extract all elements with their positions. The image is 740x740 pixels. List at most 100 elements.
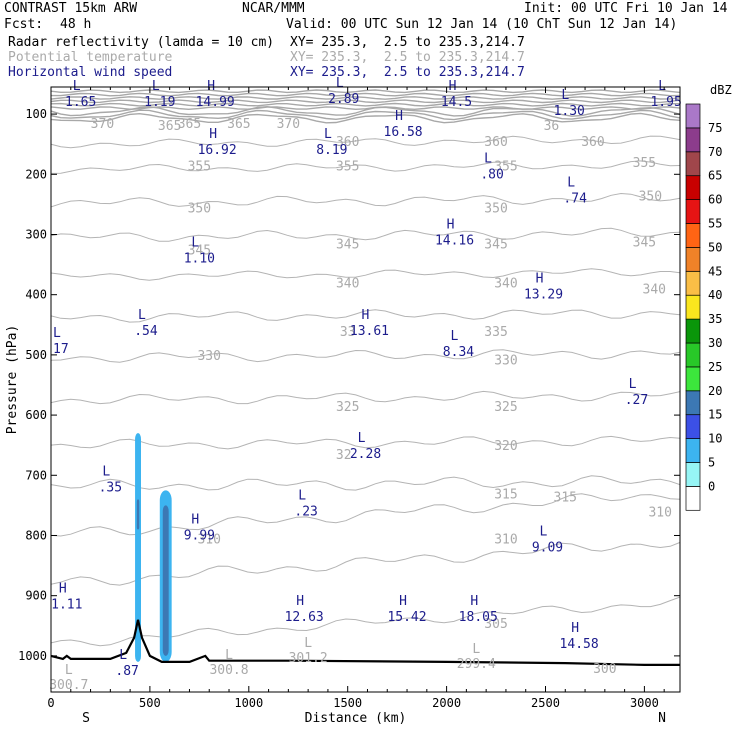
colorbar-swatch (685, 390, 701, 416)
wind-extremum-letter: H (395, 109, 403, 124)
wind-extremum-value: 17 (53, 342, 69, 357)
init-time: Init: 00 UTC Fri 10 Jan 14 (524, 1, 728, 16)
theta-contour-line (51, 105, 680, 117)
theta-contour-label: 315 (554, 490, 577, 505)
field-reflectivity-xy: XY= 235.3, 2.5 to 235.3,214.7 (290, 35, 525, 50)
wind-extremum-letter: L (298, 488, 306, 503)
stratosphere-band (51, 89, 680, 124)
wind-extremum-letter: L (191, 236, 199, 251)
theta-contour-label: 355 (336, 159, 359, 174)
wind-extremum-letter: L (119, 648, 127, 663)
theta-contour-label: 370 (277, 117, 300, 132)
theta-contour-line (51, 92, 680, 97)
wind-extremum-value: 1.10 (184, 252, 215, 267)
wind-extremum-value: 16.92 (198, 143, 237, 158)
theta-contour-label: 345 (633, 236, 656, 251)
colorbar-swatch (685, 318, 701, 344)
wind-extremum-letter: H (362, 308, 370, 323)
plot-frame (50, 86, 681, 693)
y-tick-label: 400 (25, 288, 47, 302)
colorbar-swatch (685, 270, 701, 296)
theta-contour-label: 320 (494, 439, 517, 454)
reflectivity-cell (135, 433, 141, 662)
colorbar-swatch (685, 199, 701, 224)
field-theta: Potential temperature (8, 50, 173, 65)
y-tick-label: 1000 (18, 649, 47, 663)
wind-extremum-letter: L (540, 525, 548, 540)
field-wind: Horizontal wind speed (8, 65, 173, 80)
y-tick-label: 800 (25, 528, 47, 542)
theta-contours (51, 135, 680, 647)
south-end-label: S (82, 711, 90, 726)
colorbar-level-label: 65 (708, 169, 722, 183)
wind-extremum-letter: L (102, 464, 110, 479)
theta-contour-label: 340 (643, 283, 666, 298)
theta-contour-line (51, 475, 680, 491)
colorbar-swatch (685, 294, 701, 320)
colorbar-level-label: 35 (708, 312, 722, 326)
theta-contour-label: 345 (484, 238, 507, 253)
wind-extremum-letter: H (59, 582, 67, 597)
field-wind-xy: XY= 235.3, 2.5 to 235.3,214.7 (290, 65, 525, 80)
wind-extremum-value: 8.19 (316, 143, 347, 158)
x-tick-label: 3000 (630, 696, 659, 710)
colorbar-level-label: 0 (708, 479, 715, 493)
colorbar-title: dBZ (710, 83, 732, 97)
colorbar-swatch (685, 127, 701, 153)
theta-contour-line (51, 227, 680, 242)
theta-contour-label: 32 (336, 448, 352, 463)
theta-contour-label: 36 (544, 119, 560, 134)
theta-extremum-value: 300.7 (49, 678, 88, 693)
x-tick-label: 2000 (432, 696, 461, 710)
wind-extremum-letter: L (629, 377, 637, 392)
reflectivity-cell (136, 499, 140, 530)
theta-contour-line (51, 493, 680, 537)
theta-extremum-letter: L (225, 648, 233, 663)
theta-contour-label: 360 (484, 135, 507, 150)
colorbar-level-label: 75 (708, 121, 722, 135)
wind-extremum-letter: L (336, 76, 344, 91)
theta-contour-line (51, 102, 680, 107)
colorbar-level-label: 50 (708, 240, 722, 254)
theta-contour-label: 350 (484, 201, 507, 216)
wind-extremum-value: 13.61 (350, 324, 389, 339)
y-tick-label: 600 (25, 408, 47, 422)
colorbar-level-label: 45 (708, 264, 722, 278)
theta-contour-label: 345 (336, 238, 359, 253)
reflectivity-cell (162, 505, 169, 656)
colorbar-swatch (685, 462, 701, 487)
theta-contour-line (51, 109, 680, 121)
y-tick-label: 500 (25, 348, 47, 362)
colorbar-swatch (685, 486, 701, 511)
wind-extremum-value: 16.58 (384, 125, 423, 140)
colorbar-swatch (685, 366, 701, 392)
colorbar-swatch (685, 103, 701, 129)
wind-extremum-value: .35 (99, 480, 122, 495)
theta-contour-line (51, 160, 680, 174)
wind-extremum-letter: H (296, 594, 304, 609)
wind-extremum-letter: H (536, 272, 544, 287)
wind-extremum-letter: L (484, 151, 492, 166)
wind-extremum-value: 18.05 (459, 610, 498, 625)
theta-extremum-letter: L (304, 636, 312, 651)
colorbar-swatch (685, 223, 701, 248)
colorbar-level-label: 60 (708, 193, 722, 207)
wind-extremum-value: .74 (563, 191, 587, 206)
theta-contour-label: 370 (91, 117, 114, 132)
wind-extremum-value: 1.19 (144, 95, 175, 110)
theta-contour-label: 325 (336, 400, 359, 415)
x-tick-label: 500 (139, 696, 161, 710)
theta-contour-line (51, 596, 680, 647)
wind-extremum-value: 1.30 (554, 104, 585, 119)
colorbar-level-label: 20 (708, 384, 722, 398)
terrain (50, 619, 680, 666)
colorbar-swatch (685, 342, 701, 368)
theta-contour-line (51, 349, 680, 363)
wind-extremum-value: 14.16 (435, 234, 474, 249)
fcst-label: Fcst: (4, 17, 44, 32)
theta-contour-label: 330 (494, 354, 517, 369)
colorbar: dBZ 0 5 10 15 20 25 30 35 40 45 50 55 60 65 70 75 (685, 83, 732, 511)
theta-contour-label: 330 (197, 349, 220, 364)
